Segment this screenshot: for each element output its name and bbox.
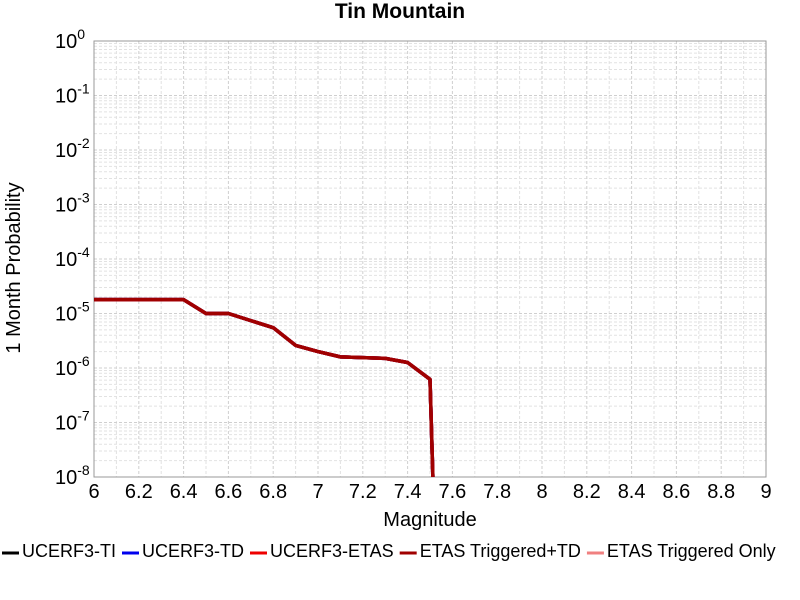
series-group bbox=[94, 297, 435, 477]
x-tick-label: 8.8 bbox=[707, 481, 735, 503]
chart-title: Tin Mountain bbox=[335, 0, 465, 23]
y-axis-label: 1 Month Probability bbox=[3, 182, 25, 353]
y-tick-label: 10-6 bbox=[55, 353, 90, 380]
x-tick-label: 8.4 bbox=[618, 481, 646, 503]
x-tick-label: 6 bbox=[88, 481, 99, 503]
x-tick-label: 6.6 bbox=[214, 481, 242, 503]
x-tick-label: 7 bbox=[312, 481, 323, 503]
y-tick-label: 10-7 bbox=[55, 408, 90, 435]
legend-label: ETAS Triggered+TD bbox=[420, 541, 581, 561]
y-tick-label: 100 bbox=[55, 26, 85, 53]
x-tick-label: 7.6 bbox=[438, 481, 466, 503]
x-tick-label: 6.2 bbox=[125, 481, 153, 503]
y-tick-label: 10-5 bbox=[55, 299, 90, 326]
plot-frame bbox=[93, 40, 767, 478]
y-tick-label: 10-3 bbox=[55, 190, 90, 217]
x-tick-label: 8 bbox=[536, 481, 547, 503]
x-axis-label: Magnitude bbox=[383, 509, 476, 531]
legend-label: ETAS Triggered Only bbox=[607, 541, 776, 561]
x-tick-label: 6.4 bbox=[170, 481, 198, 503]
x-tick-label: 8.6 bbox=[662, 481, 690, 503]
x-tick-label: 8.2 bbox=[573, 481, 601, 503]
series-line bbox=[94, 297, 435, 477]
y-tick-label: 10-1 bbox=[55, 81, 90, 108]
legend-label: UCERF3-TD bbox=[142, 541, 244, 561]
legend-label: UCERF3-TI bbox=[22, 541, 116, 561]
y-tick-label: 10-4 bbox=[55, 244, 90, 271]
y-tick-label: 10-8 bbox=[55, 462, 90, 489]
x-tick-label: 7.4 bbox=[394, 481, 422, 503]
x-tick-label: 6.8 bbox=[259, 481, 287, 503]
legend-label: UCERF3-ETAS bbox=[270, 541, 394, 561]
x-tick-label: 7.8 bbox=[483, 481, 511, 503]
y-tick-label: 10-2 bbox=[55, 135, 90, 162]
x-tick-label: 7.2 bbox=[349, 481, 377, 503]
x-tick-label: 9 bbox=[760, 481, 771, 503]
